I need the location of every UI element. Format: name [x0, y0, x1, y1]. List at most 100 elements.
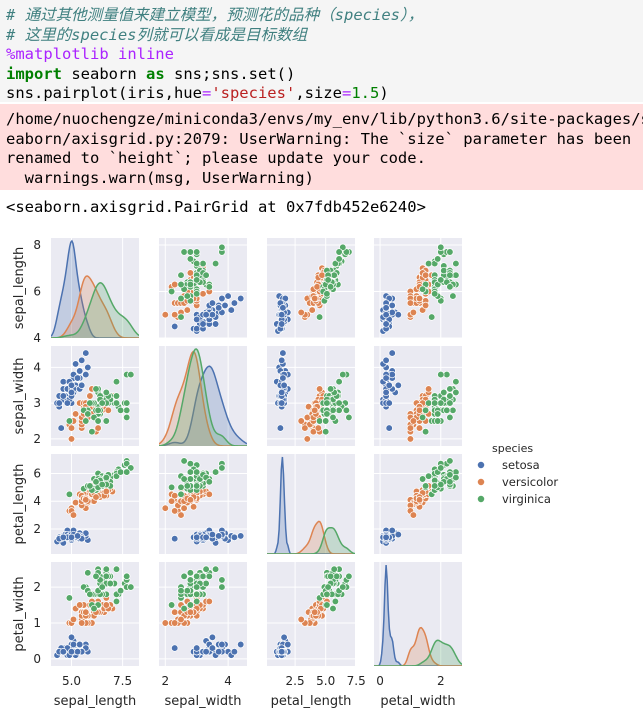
scatter-point-virginica — [446, 392, 454, 400]
scatter-point-virginica — [193, 572, 201, 580]
scatter-point-setosa — [388, 308, 396, 317]
code-as-keyword: as — [146, 64, 165, 83]
scatter-point-versicolor — [171, 311, 179, 319]
scatter-point-virginica — [92, 572, 100, 580]
scatter-point-setosa — [279, 374, 287, 382]
scatter-point-versicolor — [315, 385, 324, 393]
stderr-warning-output: /home/nuochengze/miniconda3/envs/my_env/… — [0, 104, 643, 190]
scatter-point-setosa — [78, 381, 86, 389]
scatter-point-virginica — [329, 604, 337, 613]
kde-line-versicolor — [374, 626, 462, 666]
scatter-point-virginica — [123, 468, 131, 476]
scatter-point-setosa — [193, 644, 201, 652]
scatter-point-virginica — [421, 428, 430, 436]
scatter-point-virginica — [202, 579, 210, 588]
scatter-point-virginica — [329, 406, 337, 414]
scatter-point-virginica — [315, 417, 324, 425]
scatter-point-versicolor — [297, 308, 305, 317]
output-repr-text: <seaborn.axisgrid.PairGrid at 0x7fdb452e… — [6, 198, 426, 216]
scatter-point-virginica — [323, 590, 331, 598]
scatter-point-virginica — [330, 565, 338, 573]
scatter-point-virginica — [449, 406, 457, 414]
scatter-point-virginica — [424, 399, 433, 407]
scatter-point-setosa — [73, 532, 82, 540]
kde-fill-setosa — [51, 241, 139, 338]
scatter-point-versicolor — [171, 608, 179, 616]
scatter-point-virginica — [342, 406, 351, 414]
y-tick-label: 2 — [33, 432, 41, 446]
scatter-point-virginica — [434, 255, 442, 263]
scatter-point-virginica — [193, 259, 201, 268]
panel-sepal_width-vs-petal_length — [267, 346, 357, 446]
scatter-point-setosa — [193, 533, 201, 541]
scatter-point-setosa — [394, 530, 402, 539]
scatter-point-versicolor — [186, 496, 195, 504]
scatter-point-virginica — [98, 480, 106, 489]
scatter-point-virginica — [92, 385, 100, 393]
scatter-point-setosa — [208, 644, 217, 652]
scatter-point-virginica — [326, 385, 335, 393]
legend-label-setosa: setosa — [502, 458, 540, 472]
code-hue-string: 'species' — [211, 84, 296, 102]
y-tick-label: 4 — [33, 494, 41, 508]
scatter-point-versicolor — [311, 406, 319, 414]
scatter-point-virginica — [434, 417, 442, 425]
scatter-point-setosa — [280, 381, 288, 389]
scatter-point-virginica — [315, 313, 324, 321]
scatter-point-setosa — [84, 363, 92, 372]
scatter-point-setosa — [280, 633, 288, 641]
code-input-cell[interactable]: # 通过其他测量值来建立模型，预测花的品种（species）， # 这里的spe… — [0, 0, 643, 102]
x-tick-label: 7.5 — [113, 674, 132, 688]
scatter-point-setosa — [78, 356, 86, 364]
scatter-point-virginica — [322, 428, 330, 436]
scatter-point-versicolor — [314, 424, 322, 432]
scatter-point-virginica — [333, 572, 341, 580]
scatter-point-virginica — [180, 572, 188, 580]
scatter-point-virginica — [329, 413, 337, 422]
scatter-point-setosa — [278, 399, 286, 407]
x-tick-label: 5.0 — [316, 674, 335, 688]
scatter-point-virginica — [102, 572, 110, 580]
scatter-point-setosa — [382, 311, 390, 319]
scatter-point-setosa — [385, 399, 393, 407]
scatter-point-versicolor — [415, 406, 424, 414]
scatter-point-virginica — [345, 572, 353, 580]
scatter-point-virginica — [112, 378, 121, 386]
scatter-point-virginica — [202, 565, 210, 573]
scatter-point-virginica — [84, 569, 92, 577]
scatter-point-setosa — [278, 356, 286, 364]
scatter-point-virginica — [123, 572, 131, 580]
x-axis-label-sepal_width: sepal_width — [165, 694, 242, 709]
x-tick-label: 2 — [437, 674, 445, 688]
code-comment-line-2: # 这里的species列就可以看成是目标数组 — [6, 25, 307, 44]
scatter-point-setosa — [279, 304, 287, 312]
scatter-point-virginica — [180, 475, 188, 483]
scatter-point-virginica — [437, 276, 445, 284]
scatter-point-virginica — [106, 579, 114, 588]
scatter-point-virginica — [193, 583, 201, 591]
scatter-point-virginica — [186, 255, 195, 263]
scatter-point-virginica — [446, 471, 454, 479]
scatter-point-versicolor — [409, 511, 418, 519]
scatter-point-setosa — [69, 640, 78, 649]
stderr-line-4: warnings.warn(msg, UserWarning) — [6, 168, 314, 187]
scatter-point-virginica — [102, 388, 110, 397]
legend-marker-virginica — [477, 495, 485, 503]
scatter-point-setosa — [55, 399, 63, 407]
scatter-point-setosa — [202, 311, 210, 319]
scatter-point-virginica — [86, 590, 94, 598]
scatter-point-setosa — [193, 325, 201, 333]
kde-fill-virginica — [159, 349, 247, 446]
scatter-point-virginica — [102, 473, 110, 482]
scatter-point-virginica — [186, 280, 195, 289]
scatter-point-versicolor — [69, 615, 78, 624]
scatter-point-versicolor — [171, 507, 179, 515]
code-size-arg: ,size — [295, 84, 342, 102]
scatter-point-virginica — [186, 576, 195, 584]
scatter-point-versicolor — [94, 424, 102, 432]
kde-line-versicolor — [159, 350, 247, 446]
scatter-point-versicolor — [205, 490, 213, 498]
scatter-point-setosa — [202, 648, 210, 656]
scatter-point-virginica — [183, 587, 191, 595]
scatter-point-setosa — [237, 294, 245, 303]
